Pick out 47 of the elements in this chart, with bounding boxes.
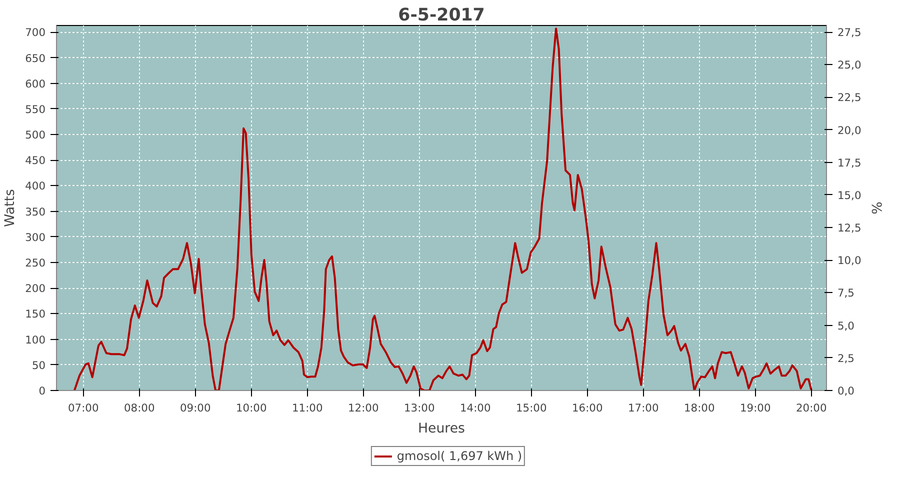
y-tick-label: 250 [25, 256, 46, 270]
y-tick-label: 150 [25, 308, 46, 321]
y2-tick-label: 17,5 [838, 156, 862, 170]
y-tick-label: 400 [25, 180, 46, 193]
y-tick-label: 550 [25, 102, 46, 116]
y2-tick-label: 27,5 [838, 26, 862, 40]
line-series [73, 28, 812, 390]
y-tick-label: 500 [25, 128, 46, 142]
y-tick-label: 700 [25, 26, 46, 40]
y-tick-label: 0 [38, 384, 46, 398]
y2-tick-label: 22,5 [838, 91, 862, 104]
y2-tick-label: 7,5 [838, 286, 854, 300]
x-tick-label: 14:00 [460, 402, 491, 414]
y-tick-label: 100 [25, 333, 46, 346]
y2-tick-label: 2,5 [838, 352, 854, 365]
x-tick-label: 12:00 [348, 402, 379, 414]
y-tick-label: 350 [25, 205, 46, 218]
x-axis-title: Heures [418, 422, 466, 436]
x-tick-label: 07:00 [68, 402, 99, 414]
x-tick-label: 16:00 [572, 402, 603, 414]
y-tick-label: 650 [25, 52, 46, 65]
y2-tick-label: 10,0 [838, 254, 862, 268]
y-tick-label: 600 [25, 77, 46, 90]
y2-tick-label: 25,0 [838, 58, 862, 72]
y-axis-title: Watts [3, 189, 18, 227]
y2-tick-label: 5,0 [838, 319, 855, 332]
x-tick-label: 10:00 [236, 402, 267, 414]
x-tick-label: 20:00 [796, 402, 827, 414]
y-tick-label: 300 [25, 230, 46, 244]
y-tick-label: 50 [32, 358, 46, 372]
y2-tick-label: 20,0 [838, 124, 862, 137]
y2-tick-label: 15,0 [838, 188, 862, 202]
x-tick-label: 19:00 [740, 402, 771, 414]
y2-tick-label: 0,0 [838, 384, 855, 398]
chart-title: 6-5-2017 [398, 6, 485, 26]
y2-tick-label: 12,5 [838, 222, 862, 235]
x-tick-label: 11:00 [292, 402, 323, 414]
y-tick-label: 200 [25, 282, 46, 296]
y-tick-label: 450 [25, 154, 46, 168]
x-tick-label: 18:00 [684, 402, 715, 414]
x-tick-label: 13:00 [404, 402, 435, 414]
legend-label: gmosol( 1,697 kWh ) [396, 449, 522, 463]
y2-axis-title: % [868, 202, 884, 214]
x-tick-label: 08:00 [124, 402, 155, 414]
x-tick-label: 15:00 [516, 402, 547, 414]
x-tick-label: 17:00 [628, 402, 659, 414]
x-tick-label: 09:00 [180, 402, 211, 414]
